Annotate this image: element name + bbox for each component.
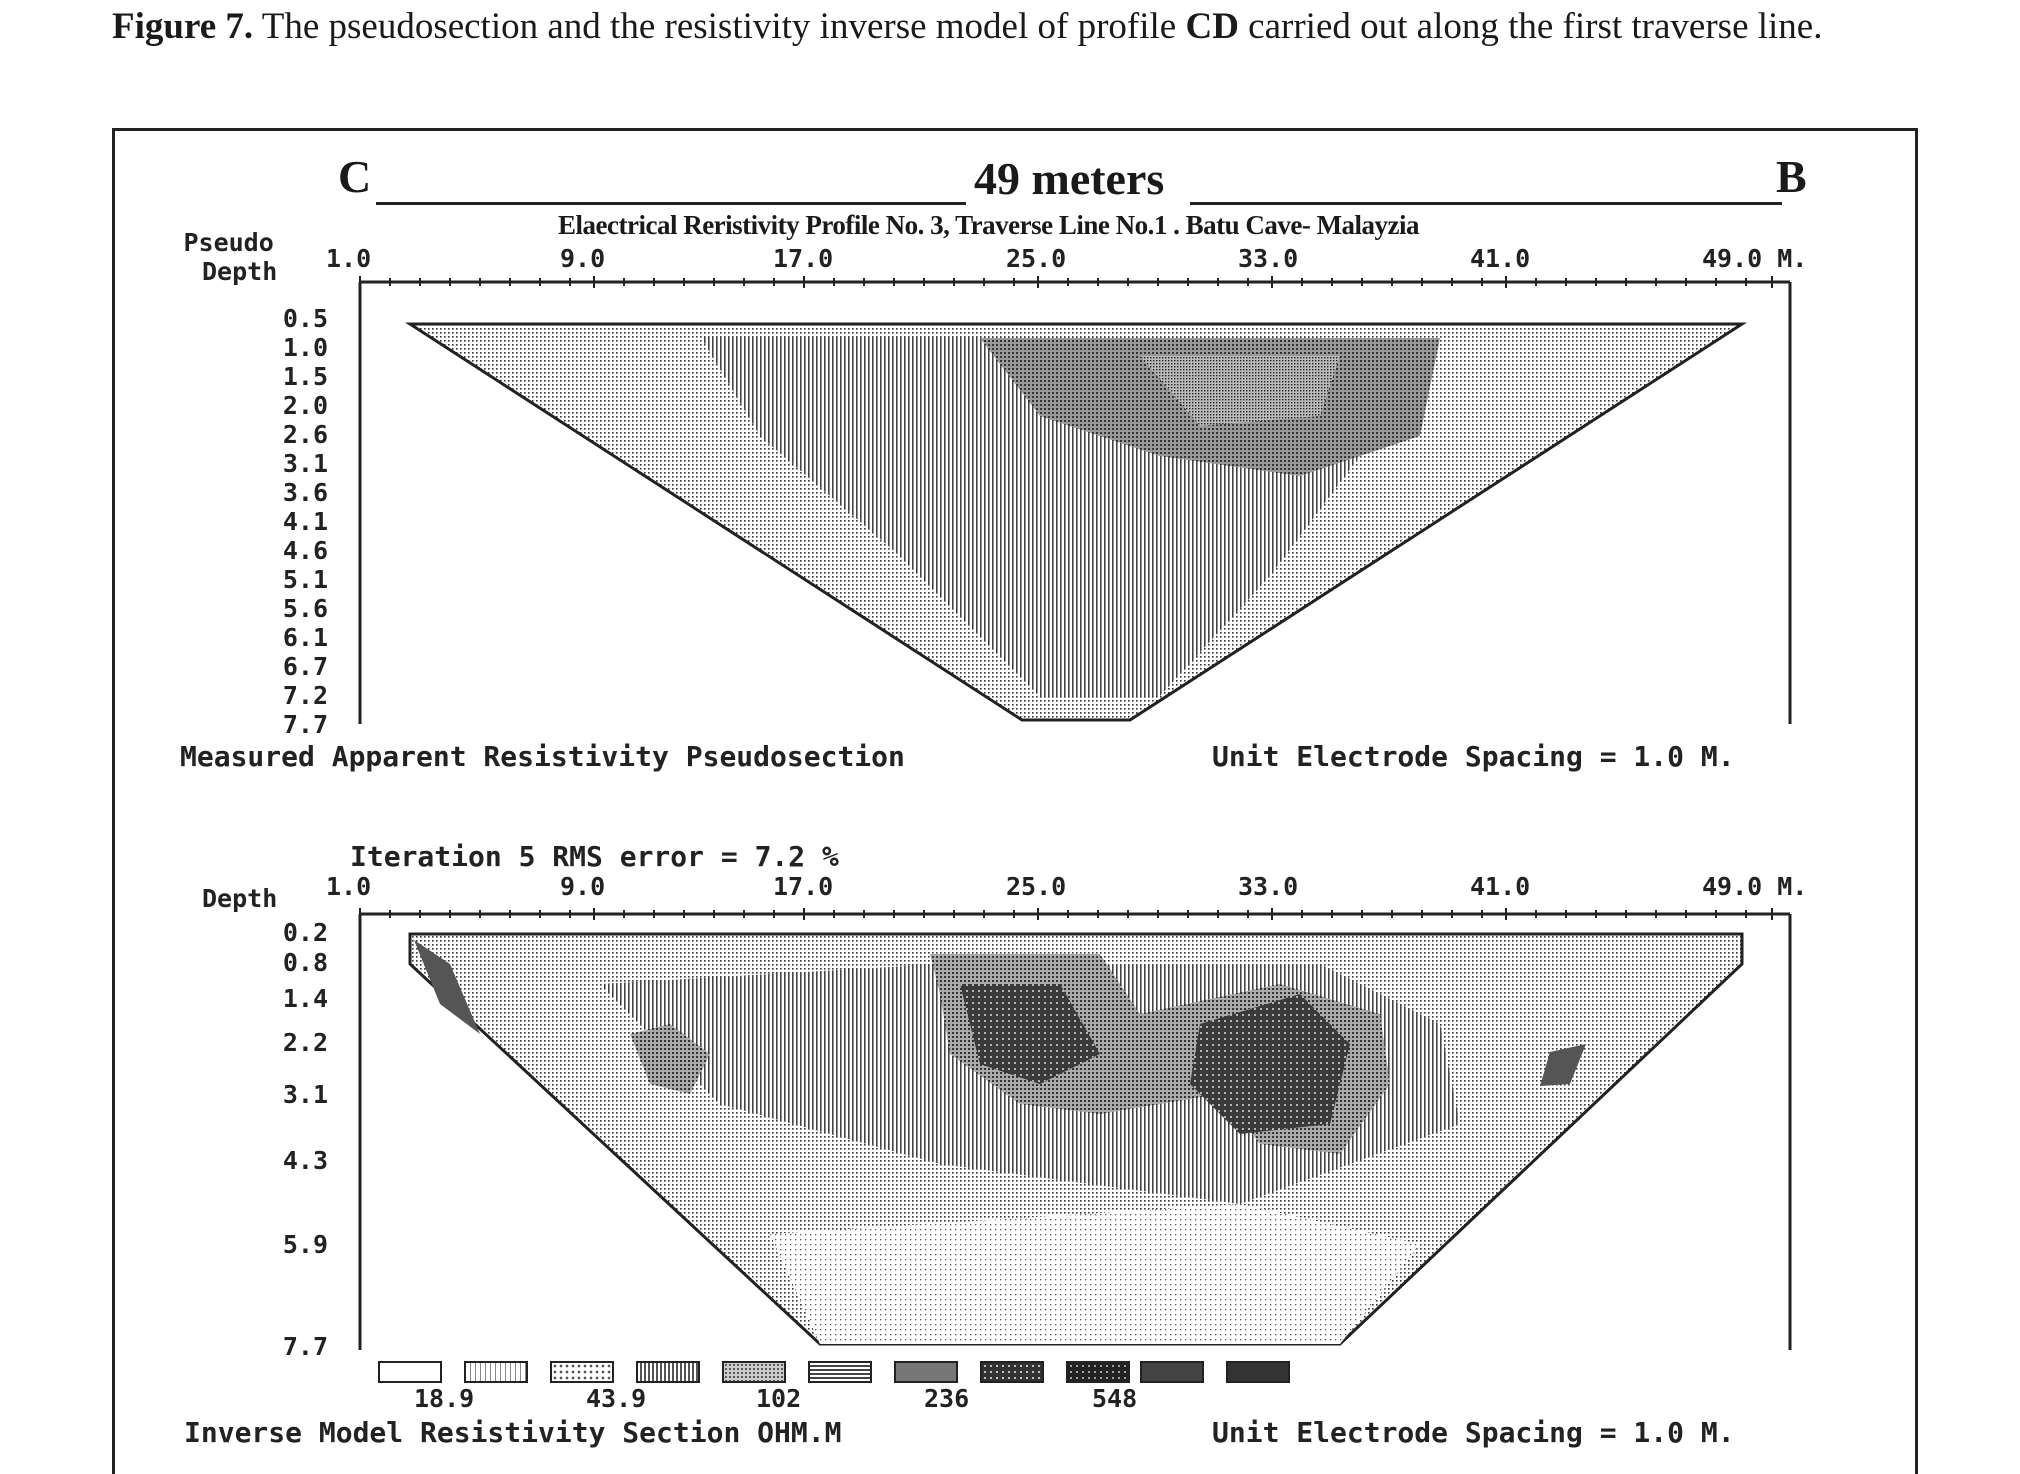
profile-title: Elaectrical Reristivity Profile No. 3, T…	[558, 210, 1420, 240]
right-edge-anomaly	[1540, 1044, 1586, 1086]
inverse-xtick: 33.0	[1238, 872, 1299, 901]
inverse-depth-tick: 3.1	[282, 1080, 328, 1109]
inverse-depth-tick: 7.7	[282, 1332, 328, 1361]
legend-swatch	[894, 1361, 958, 1383]
pseudo-depth-tick: 5.1	[282, 565, 328, 594]
pseudo-xtick: 9.0	[560, 244, 606, 273]
figure-caption: Figure 7. The pseudosection and the resi…	[112, 4, 1932, 50]
pseudo-xtick: 1.0	[326, 244, 372, 273]
profile-start-label: C	[338, 151, 372, 202]
inverse-xtick: 49.0 M.	[1702, 872, 1808, 901]
inverse-depth-tick: 0.2	[282, 918, 328, 947]
legend-swatch	[550, 1361, 614, 1383]
pseudo-depth-title-line2: Depth	[202, 257, 278, 286]
pseudo-depth-tick: 3.1	[282, 449, 328, 478]
legend-value: 548	[1092, 1384, 1138, 1413]
inverse-depth-tick: 2.2	[282, 1028, 328, 1057]
legend-value: 102	[756, 1384, 802, 1413]
isolated-high-zone	[630, 1024, 710, 1094]
caption-text-a: The pseudosection and the resistivity in…	[253, 6, 1186, 47]
pseudo-depth-tick: 1.0	[282, 333, 328, 362]
pseudo-depth-tick: 6.1	[282, 623, 328, 652]
caption-text-b: carried out along the first traverse lin…	[1238, 6, 1823, 47]
length-line-left	[376, 202, 966, 205]
inverse-xtick: 25.0	[1006, 872, 1067, 901]
figure-label: Figure 7.	[112, 6, 254, 47]
pseudo-depth-tick: 7.7	[282, 710, 328, 739]
low-resistivity-zone	[770, 1204, 1420, 1344]
inverse-depth-tick: 5.9	[282, 1230, 328, 1259]
pseudosection-core-zone	[1140, 356, 1340, 426]
inverse-depth-tick: 0.8	[282, 948, 328, 977]
pseudo-depth-tick: 3.6	[282, 478, 328, 507]
legend-value: 236	[924, 1384, 970, 1413]
inverse-xtick: 1.0	[326, 872, 372, 901]
profile-length-label: 49 meters	[974, 153, 1165, 204]
pseudo-depth-tick: 2.0	[282, 391, 328, 420]
very-high-resistivity-core-left	[960, 984, 1100, 1084]
inverse-xtick: 17.0	[773, 872, 834, 901]
pseudo-footer-right: Unit Electrode Spacing = 1.0 M.	[1212, 740, 1735, 773]
pseudo-depth-title: Pseudo Depth	[180, 228, 277, 286]
legend-swatch	[808, 1361, 872, 1383]
pseudo-xtick: 17.0	[773, 244, 834, 273]
pseudo-xtick: 33.0	[1238, 244, 1299, 273]
pseudo-depth-tick: 0.5	[282, 304, 328, 333]
figure-frame	[112, 128, 1918, 1474]
inverse-top-ticks	[359, 908, 1773, 920]
pseudo-depth-title-line1: Pseudo	[183, 228, 274, 257]
legend-swatch	[722, 1361, 786, 1383]
pseudo-depth-tick: 6.7	[282, 652, 328, 681]
pseudo-top-ticks	[359, 276, 1773, 288]
legend-swatch	[464, 1361, 528, 1383]
legend-swatch	[1140, 1361, 1204, 1383]
inverse-footer-right: Unit Electrode Spacing = 1.0 M.	[1212, 1416, 1735, 1449]
legend-value: 43.9	[586, 1384, 647, 1413]
pseudo-depth-tick: 2.6	[282, 420, 328, 449]
legend-swatch	[636, 1361, 700, 1383]
inverse-model-plot	[358, 908, 1792, 1350]
left-edge-anomaly	[414, 940, 480, 1034]
inverse-depth-tick: 1.4	[282, 984, 328, 1013]
pseudo-depth-tick: 7.2	[282, 681, 328, 710]
profile-end-label: B	[1776, 151, 1807, 202]
length-line-right	[1190, 202, 1782, 205]
pseudo-xtick: 25.0	[1006, 244, 1067, 273]
inverse-footer-left: Inverse Model Resistivity Section OHM.M	[184, 1416, 842, 1449]
legend-swatch	[1066, 1361, 1130, 1383]
pseudo-depth-tick: 5.6	[282, 594, 328, 623]
caption-profile: CD	[1185, 6, 1239, 47]
inverse-xtick: 41.0	[1470, 872, 1531, 901]
pseudo-depth-tick: 4.1	[282, 507, 328, 536]
pseudosection-plot	[358, 276, 1792, 724]
pseudo-xtick: 49.0 M.	[1702, 244, 1808, 273]
pseudo-xtick: 41.0	[1470, 244, 1531, 273]
pseudo-depth-tick: 4.6	[282, 536, 328, 565]
legend-swatch	[378, 1361, 442, 1383]
legend-swatch	[1226, 1361, 1290, 1383]
legend-value: 18.9	[414, 1384, 475, 1413]
inverse-depth-title: Depth	[202, 884, 278, 913]
inverse-depth-tick: 4.3	[282, 1146, 328, 1175]
iteration-label: Iteration 5 RMS error = 7.2 %	[350, 840, 839, 873]
pseudo-depth-tick: 1.5	[282, 362, 328, 391]
pseudo-footer-left: Measured Apparent Resistivity Pseudosect…	[180, 740, 905, 773]
very-high-resistivity-core-right	[1190, 994, 1350, 1134]
inverse-xtick: 9.0	[560, 872, 606, 901]
legend-swatch	[980, 1361, 1044, 1383]
